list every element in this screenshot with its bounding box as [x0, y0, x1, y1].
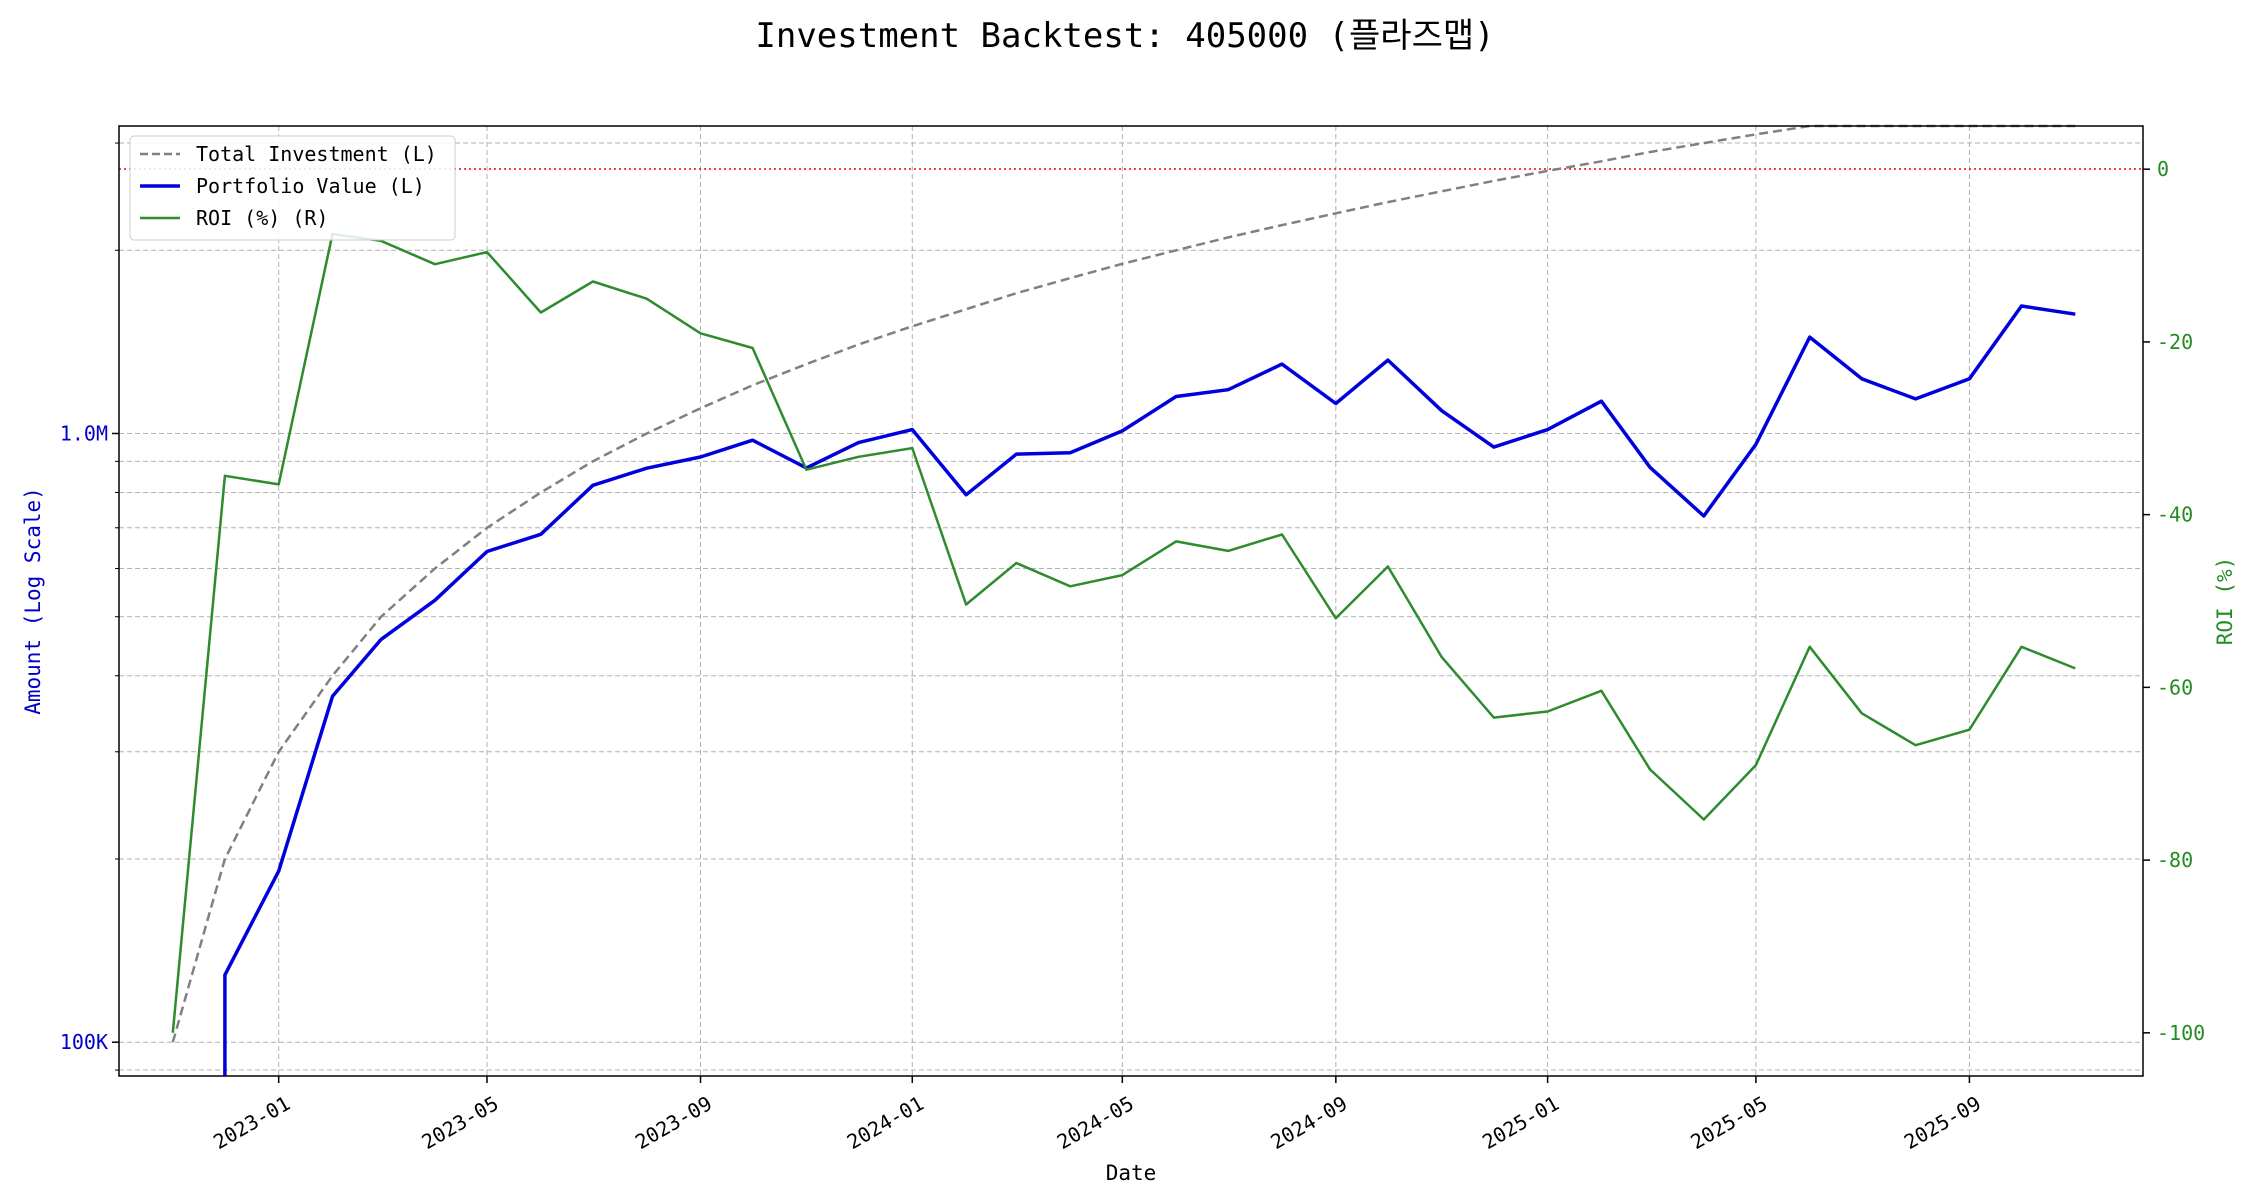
x-axis: 2023-01 2023-05 2023-09 2024-01 2024-05 2024-… [209, 1076, 1985, 1154]
right-y-axis: 0 -20 -40 -60 -80 -100 [2143, 157, 2205, 1045]
x-tick-label-5: 2024-09 [1266, 1091, 1351, 1154]
x-axis-label: Date [1106, 1161, 1157, 1185]
legend-label-roi: ROI (%) (R) [196, 206, 328, 230]
left-y-axis: 100K 1.0M [60, 142, 119, 1071]
chart-title: Investment Backtest: 405000 (플라즈맵) [755, 16, 1494, 56]
left-y-axis-label: Amount (Log Scale) [21, 487, 45, 715]
legend: Total Investment (L) Portfolio Value (L)… [129, 135, 456, 241]
x-tick-label-1: 2023-05 [417, 1091, 502, 1154]
right-tick-label-2: -40 [2157, 503, 2193, 527]
legend-box [129, 135, 456, 241]
series-roi [171, 232, 2076, 1033]
legend-label-investment: Total Investment (L) [196, 142, 437, 166]
right-tick-label-5: -100 [2157, 1021, 2205, 1045]
x-tick-label-8: 2025-09 [1900, 1091, 1985, 1154]
right-tick-label-3: -60 [2157, 675, 2193, 699]
right-tick-label-4: -80 [2157, 848, 2193, 872]
series-total-investment [171, 124, 2076, 1043]
grid [119, 126, 2143, 1076]
left-tick-label-0: 100K [60, 1030, 108, 1054]
legend-label-portfolio: Portfolio Value (L) [196, 174, 425, 198]
x-tick-label-2: 2023-09 [631, 1091, 716, 1154]
series-portfolio-value [223, 304, 2076, 1076]
series-layer [171, 124, 2076, 1076]
left-tick-label-1: 1.0M [60, 421, 108, 445]
right-tick-label-1: -20 [2157, 330, 2193, 354]
right-tick-label-0: 0 [2157, 157, 2169, 181]
plot-frame [118, 125, 2144, 1077]
right-y-axis-label: ROI (%) [2213, 557, 2237, 646]
x-tick-label-7: 2025-05 [1686, 1091, 1771, 1154]
x-tick-label-3: 2024-01 [843, 1091, 928, 1154]
x-tick-label-4: 2024-05 [1053, 1091, 1138, 1154]
x-tick-label-0: 2023-01 [209, 1091, 294, 1154]
x-tick-label-6: 2025-01 [1478, 1091, 1563, 1154]
